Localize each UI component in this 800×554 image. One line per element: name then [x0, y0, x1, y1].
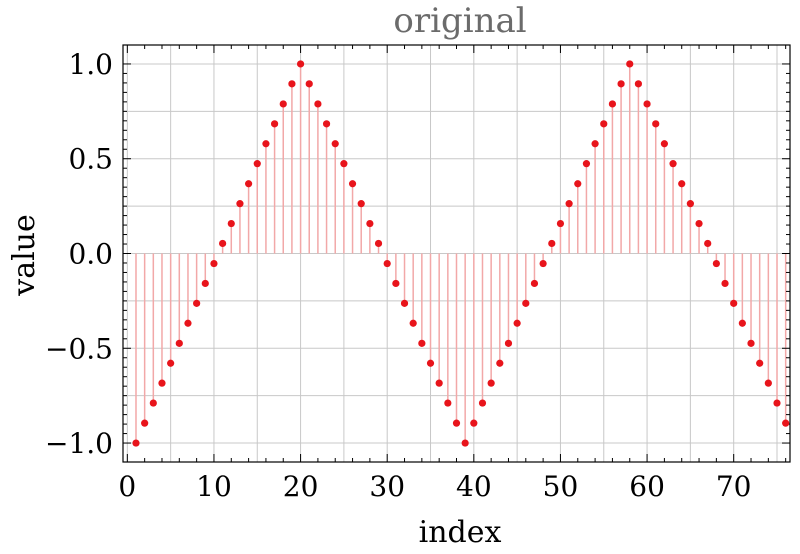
data-point [565, 200, 573, 208]
x-tick-label: 10 [196, 470, 232, 503]
data-point [634, 80, 643, 88]
data-point [782, 419, 790, 427]
data-point [608, 100, 617, 108]
data-point [704, 239, 712, 248]
data-point [392, 279, 400, 288]
data-point [721, 279, 729, 288]
data-point [184, 319, 192, 327]
data-point [219, 239, 227, 248]
data-point [764, 379, 772, 387]
x-tick-label: 50 [543, 470, 579, 503]
data-point [409, 319, 417, 327]
data-point [314, 100, 322, 108]
data-point [487, 379, 495, 387]
y-axis-label: value [7, 214, 42, 297]
data-point [522, 299, 530, 307]
data-point [548, 239, 556, 248]
data-point [262, 140, 270, 148]
data-points [132, 60, 790, 447]
data-point [686, 200, 694, 208]
data-point [149, 399, 157, 407]
data-point [513, 319, 521, 327]
data-point [461, 439, 469, 447]
data-point [756, 359, 764, 367]
data-point [245, 180, 253, 188]
data-point [357, 200, 365, 208]
data-point [296, 60, 305, 68]
plot-frame [122, 44, 791, 463]
data-point [773, 399, 781, 407]
data-point [348, 180, 357, 188]
data-point [418, 339, 426, 347]
data-point [496, 359, 504, 367]
data-point [556, 219, 565, 228]
x-tick-label: 40 [456, 470, 492, 503]
data-point [141, 419, 149, 427]
data-point [652, 120, 660, 128]
y-tick-label: −1.0 [45, 427, 113, 460]
y-tick-label: −0.5 [45, 332, 113, 365]
data-point [331, 140, 339, 148]
data-point [600, 120, 608, 128]
data-point [582, 160, 591, 168]
chart-title: original [393, 1, 526, 41]
data-point [539, 259, 547, 268]
data-point [193, 299, 201, 307]
y-tick-labels: −1.0 −0.5 0.0 0.5 1.0 [45, 48, 113, 460]
data-point [591, 140, 599, 148]
data-point [201, 279, 209, 288]
x-tick-label: 70 [716, 470, 752, 503]
data-point [435, 379, 443, 387]
y-tick-label: 0.0 [68, 238, 113, 271]
data-point [678, 180, 686, 188]
data-point [530, 279, 539, 288]
data-point [132, 439, 140, 447]
x-tick-label: 20 [283, 470, 319, 503]
data-point [236, 200, 244, 208]
data-point [210, 259, 218, 268]
data-point [366, 219, 374, 228]
x-tick-label: 0 [118, 470, 136, 503]
y-tick-label: 1.0 [68, 48, 113, 81]
data-point [340, 160, 348, 168]
data-point [227, 219, 235, 228]
x-tick-label: 60 [629, 470, 665, 503]
data-point [730, 299, 738, 307]
data-point [305, 80, 313, 88]
data-point [478, 399, 487, 407]
data-point [158, 379, 166, 387]
data-point [504, 339, 513, 347]
data-point [712, 259, 720, 268]
data-point [695, 219, 703, 228]
data-point [426, 359, 435, 367]
data-point [279, 100, 287, 108]
data-point [322, 120, 331, 128]
data-point [452, 419, 461, 427]
x-axis-label: index [419, 515, 502, 550]
x-tick-label: 30 [369, 470, 405, 503]
data-point [374, 239, 383, 248]
data-point [270, 120, 279, 128]
x-tick-labels: 0 10 20 30 40 50 60 70 [118, 470, 751, 503]
data-point [660, 140, 668, 148]
data-point [574, 180, 582, 188]
axis-ticks [123, 45, 790, 462]
y-tick-label: 0.5 [68, 143, 113, 176]
data-point [747, 339, 755, 347]
stems [135, 63, 787, 444]
data-point [253, 160, 261, 168]
data-point [175, 339, 183, 347]
data-point [669, 160, 677, 168]
data-point [383, 259, 391, 268]
data-point [444, 399, 452, 407]
data-point [738, 319, 746, 327]
data-point [626, 60, 634, 68]
data-point [167, 359, 175, 367]
data-point [400, 299, 409, 307]
data-point [643, 100, 651, 108]
data-point [617, 80, 625, 88]
data-point [470, 419, 478, 427]
data-point [288, 80, 296, 88]
